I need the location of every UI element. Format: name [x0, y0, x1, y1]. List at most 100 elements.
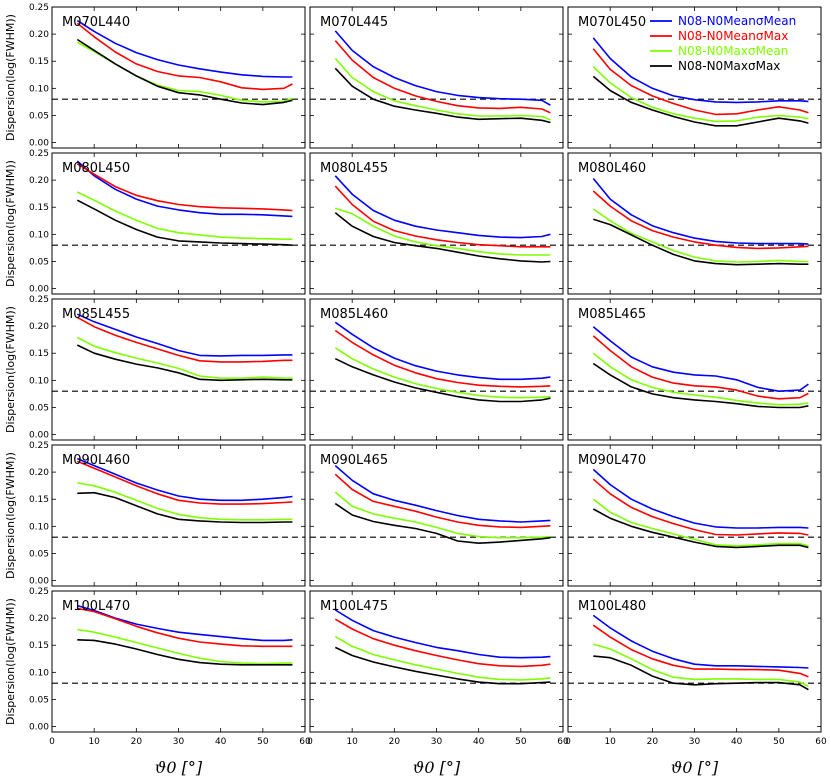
series-line-4 — [593, 218, 809, 266]
y-tick-label: 0.20 — [29, 322, 49, 332]
series-line-1 — [334, 30, 551, 106]
panel-title: M085L465 — [578, 307, 646, 322]
series-line-4 — [76, 344, 293, 382]
series-line-4 — [76, 38, 293, 106]
y-tick-label: 0.05 — [29, 403, 49, 413]
x-tick-label: 40 — [731, 737, 743, 747]
y-tick-label: 0.05 — [29, 111, 49, 121]
y-tick-label: 0.10 — [29, 376, 49, 386]
panel-title: M080L455 — [320, 161, 388, 176]
legend: N08-N0MeanσMeanN08-N0MeanσMaxN08-N0MaxσM… — [650, 14, 796, 73]
panel-grid: 0.00 0.05 0.10 0.15 0.20 0.25 M070L440 Dispersi… — [4, 3, 827, 747]
y-tick-label: 0.20 — [29, 468, 49, 478]
panel-M100L480: 0 10 20 30 40 50 60 M100L480 — [565, 590, 827, 747]
panel-M070L445: M070L445 — [309, 6, 564, 149]
panel-M080L455: M080L455 — [309, 152, 564, 295]
series-line-1 — [334, 175, 551, 239]
panel-frame — [51, 590, 306, 733]
series-line-1 — [334, 464, 551, 523]
series-line-1 — [76, 457, 293, 502]
panel-frame — [567, 444, 822, 587]
x-tick-label: 60 — [815, 737, 827, 747]
x-tick-label: 10 — [604, 737, 616, 747]
x-tick-label: 0 — [565, 737, 571, 747]
panel-M090L470: M090L470 — [567, 444, 822, 587]
y-tick-label: 0.05 — [29, 257, 49, 267]
y-tick-label: 0.25 — [29, 295, 49, 305]
series-line-2 — [77, 607, 293, 648]
series-line-2 — [592, 335, 809, 400]
y-tick-label: 0.05 — [29, 549, 49, 559]
series-line-4 — [334, 212, 551, 263]
series-line-4 — [592, 508, 809, 549]
panel-M100L470: 0.00 0.05 0.10 0.15 0.20 0.25 0 10 20 30 40 50 60 M10… — [4, 587, 311, 747]
panel-title: M090L460 — [62, 453, 130, 468]
series-line-3 — [592, 208, 809, 263]
series-line-2 — [334, 473, 551, 529]
series-line-4 — [76, 199, 293, 246]
y-tick-label: 0.10 — [29, 230, 49, 240]
x-tick-label: 20 — [131, 737, 143, 747]
y-tick-label: 0.00 — [29, 139, 49, 149]
panel-title: M070L450 — [578, 15, 646, 30]
series-line-2 — [334, 618, 551, 668]
y-tick-label: 0.10 — [29, 522, 49, 532]
x-tick-label: 10 — [88, 737, 100, 747]
series-line-4 — [334, 357, 551, 403]
y-tick-label: 0.00 — [29, 577, 49, 587]
y-tick-label: 0.10 — [29, 84, 49, 94]
panel-title: M070L440 — [62, 15, 130, 30]
y-tick-label: 0.25 — [29, 441, 49, 451]
x-tick-label: 40 — [473, 737, 485, 747]
x-tick-label: 0 — [49, 737, 55, 747]
panel-frame — [567, 152, 822, 295]
series-line-3 — [334, 57, 551, 121]
x-axis-label: ϑ0 [°] — [155, 758, 203, 777]
legend-label: N08-N0MaxσMax — [678, 59, 780, 73]
y-tick-label: 0.15 — [29, 203, 49, 213]
y-tick-label: 0.15 — [29, 495, 49, 505]
x-tick-label: 0 — [307, 737, 313, 747]
y-axis-label: Dispersion(log(FWHM)) — [4, 160, 17, 287]
y-tick-label: 0.20 — [29, 30, 49, 40]
y-tick-label: 0.00 — [29, 285, 49, 295]
series-line-2 — [76, 460, 293, 505]
series-line-1 — [334, 609, 551, 659]
x-axis-label: ϑ0 [°] — [671, 758, 719, 777]
series-line-2 — [334, 40, 551, 114]
panel-M070L450: M070L450 N08-N0MeanσMeanN08-N0MeanσMaxN08… — [567, 6, 822, 149]
x-tick-label: 60 — [557, 737, 569, 747]
panel-M085L465: M085L465 — [567, 298, 822, 441]
x-tick-label: 50 — [257, 737, 269, 747]
panel-title: M085L455 — [62, 307, 130, 322]
y-tick-label: 0.15 — [29, 349, 49, 359]
series-line-4 — [77, 491, 293, 524]
x-tick-label: 20 — [647, 737, 659, 747]
series-line-3 — [334, 347, 551, 399]
series-line-2 — [76, 163, 293, 212]
panel-M080L460: M080L460 — [567, 152, 822, 295]
panel-title: M080L450 — [62, 161, 130, 176]
series-line-1 — [76, 160, 293, 218]
y-tick-label: 0.00 — [29, 431, 49, 441]
panel-title: M100L480 — [578, 599, 646, 614]
legend-label: N08-N0MeanσMax — [678, 29, 788, 43]
series-line-1 — [592, 37, 809, 104]
series-line-4 — [334, 67, 551, 124]
y-tick-label: 0.25 — [29, 149, 49, 159]
series-line-1 — [592, 177, 809, 245]
y-tick-label: 0.15 — [29, 641, 49, 651]
series-line-1 — [592, 468, 809, 529]
panel-title: M090L470 — [578, 453, 646, 468]
x-tick-label: 50 — [515, 737, 527, 747]
panel-frame — [309, 590, 564, 733]
y-tick-label: 0.20 — [29, 176, 49, 186]
series-line-3 — [334, 635, 551, 681]
series-line-3 — [593, 643, 809, 688]
series-line-4 — [334, 502, 551, 544]
series-line-3 — [335, 207, 551, 256]
panel-M100L475: 0 10 20 30 40 50 60 M100L475 — [307, 590, 569, 747]
panel-M090L460: 0.00 0.05 0.10 0.15 0.20 0.25 M090L460 Dispersi… — [4, 441, 306, 587]
panel-title: M080L460 — [578, 161, 646, 176]
